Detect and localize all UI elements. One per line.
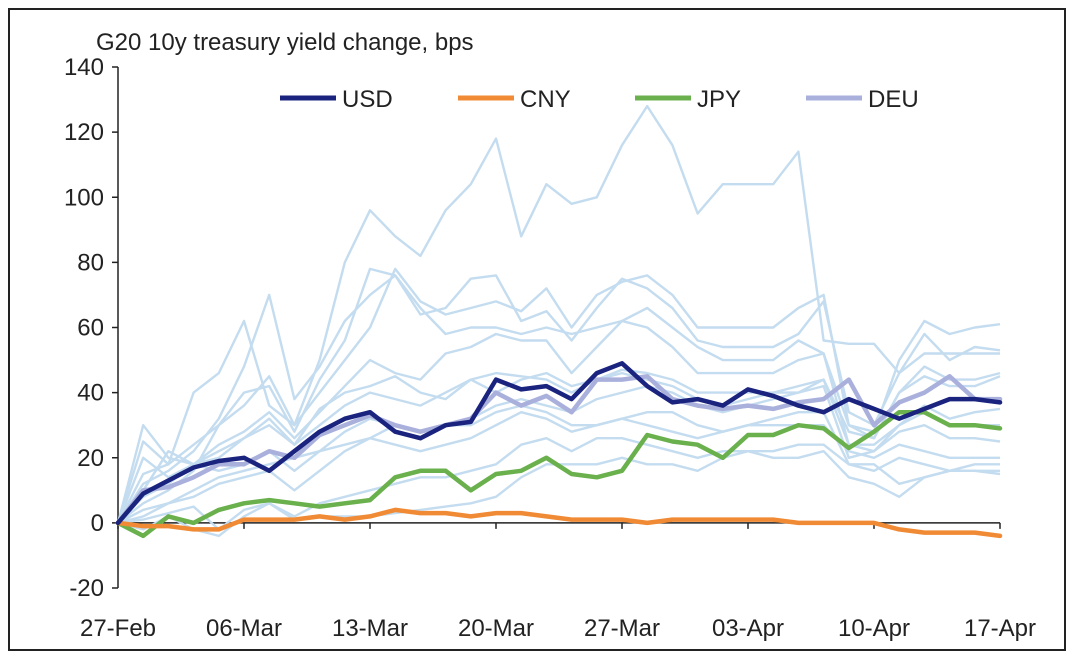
x-axis: 27-Feb 06-Mar 13-Mar 20-Mar 27-Mar 03-Apr 10-A… [80, 522, 1036, 642]
y-tick-label: 80 [77, 249, 104, 276]
y-tick-label: 140 [64, 54, 104, 81]
x-tick-label: 03-Apr [712, 615, 784, 642]
x-tick-label: 10-Apr [838, 615, 910, 642]
y-tick-label: 120 [64, 119, 104, 146]
series-line-other-5 [116, 104, 1000, 524]
y-axis: -20 0 20 40 60 80 100 120 140 [64, 54, 119, 602]
y-tick-label: 40 [77, 380, 104, 407]
y-tick-label: 60 [77, 315, 104, 342]
series-line-usd [115, 361, 1003, 526]
legend-label-cny: CNY [520, 86, 571, 113]
highlighted-series-group [115, 361, 1003, 539]
y-tick-label: 100 [64, 184, 104, 211]
series-line-other-11 [117, 437, 1001, 538]
series-line-other-2 [117, 267, 1001, 524]
x-tick-label: 27-Mar [584, 615, 660, 642]
series-line-jpy [115, 409, 1003, 539]
x-tick-label: 27-Feb [80, 615, 156, 642]
y-tick-label: 0 [91, 510, 104, 537]
y-tick-label: 20 [77, 445, 104, 472]
background-series-group [116, 104, 1001, 538]
series-line-cny [115, 507, 1003, 539]
series-line-deu [115, 374, 1003, 526]
legend-label-jpy: JPY [697, 86, 741, 113]
x-tick-label: 06-Mar [206, 615, 282, 642]
series-line-other-7 [117, 384, 1001, 524]
legend: USD CNY JPY DEU [280, 86, 919, 113]
y-tick-label: -20 [69, 575, 104, 602]
series-line-other-1 [116, 267, 1001, 524]
x-tick-label: 17-Apr [964, 615, 1036, 642]
chart-title: G20 10y treasury yield change, bps [96, 29, 474, 56]
series-line-other-3 [116, 368, 1001, 524]
x-tick-label: 13-Mar [332, 615, 408, 642]
legend-label-deu: DEU [868, 86, 919, 113]
legend-label-usd: USD [342, 86, 393, 113]
x-tick-label: 20-Mar [458, 615, 534, 642]
series-line-other-4 [117, 319, 1001, 524]
